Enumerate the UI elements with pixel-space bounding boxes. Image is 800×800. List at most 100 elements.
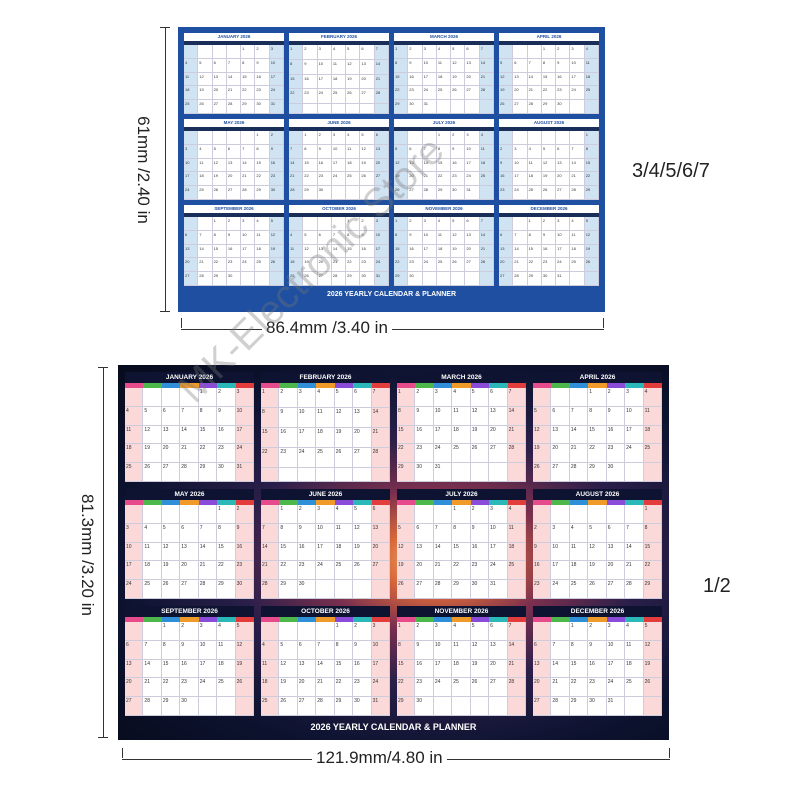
weekday-cell xyxy=(371,500,390,505)
day-cell xyxy=(479,100,494,114)
day-cell: 14 xyxy=(371,408,390,428)
day-cell xyxy=(317,104,332,114)
weekday-cell xyxy=(513,213,528,217)
day-cell: 20 xyxy=(161,444,181,464)
day-cell: 5 xyxy=(269,217,284,231)
day-cell xyxy=(316,622,335,641)
weekday-cell xyxy=(452,383,471,388)
day-cell: 2 xyxy=(451,131,466,145)
weekday-cell xyxy=(303,127,318,131)
day-cell xyxy=(212,45,227,59)
day-cell: 2 xyxy=(279,388,298,408)
day-cell: 29 xyxy=(643,580,662,599)
day-cell xyxy=(289,131,304,145)
day-cell xyxy=(513,45,528,59)
day-cell: 19 xyxy=(161,561,181,581)
weekday-cell xyxy=(360,127,375,131)
day-cell xyxy=(489,463,508,482)
day-cell: 17 xyxy=(297,428,317,448)
day-cell: 27 xyxy=(161,463,181,482)
day-grid: 1 2 3 4 5 6 7 8 9 10 11 12 13 14 15 16 17 18 19 20 21 22 23 24 2… xyxy=(394,217,494,286)
day-cell: 21 xyxy=(422,172,437,187)
day-cell: 10 xyxy=(433,406,453,426)
weekday-header xyxy=(184,127,284,131)
day-cell: 14 xyxy=(143,659,162,679)
day-cell xyxy=(346,104,361,114)
day-cell: 8 xyxy=(584,144,599,159)
weekday-cell xyxy=(397,383,416,388)
day-cell: 16 xyxy=(408,72,423,87)
day-cell: 11 xyxy=(346,144,361,159)
day-cell: 13 xyxy=(297,659,317,679)
day-cell xyxy=(143,388,162,407)
day-cell: 4 xyxy=(507,505,526,524)
day-cell: 31 xyxy=(269,100,284,114)
day-cell: 6 xyxy=(533,640,552,660)
month-title: FEBRUARY 2026 xyxy=(289,33,389,41)
weekday-cell xyxy=(422,213,437,217)
day-cell: 30 xyxy=(180,697,199,716)
day-cell: 26 xyxy=(161,580,181,599)
day-cell: 11 xyxy=(255,230,270,245)
day-cell: 3 xyxy=(606,622,626,641)
day-cell xyxy=(551,505,570,524)
day-cell: 24 xyxy=(465,172,480,187)
day-cell: 8 xyxy=(279,523,298,543)
weekday-cell xyxy=(198,617,218,622)
day-cell: 15 xyxy=(397,425,416,445)
day-grid: 1 2 3 4 5 6 7 8 9 10 11 12 13 14 15 16 17 18 19 20 21 22 23 24 2… xyxy=(397,505,526,599)
day-grid: 1 2 3 4 5 6 7 8 9 10 11 12 13 14 15 16 17 18 19 20 21 22 23 24 2… xyxy=(184,45,284,114)
weekday-cell xyxy=(422,127,437,131)
weekday-header xyxy=(125,617,254,622)
day-cell: 21 xyxy=(371,428,390,448)
day-cell: 13 xyxy=(415,542,434,562)
day-cell: 11 xyxy=(125,425,144,445)
day-cell: 10 xyxy=(489,523,508,543)
day-cell: 7 xyxy=(241,144,256,159)
day-cell: 22 xyxy=(569,678,589,698)
day-cell: 3 xyxy=(371,622,390,641)
day-cell: 29 xyxy=(255,186,270,200)
day-cell: 1 xyxy=(289,45,304,60)
day-cell: 29 xyxy=(588,463,607,482)
day-cell: 31 xyxy=(606,697,626,716)
weekday-cell xyxy=(465,213,480,217)
weekday-cell xyxy=(161,500,181,505)
day-cell: 16 xyxy=(297,542,317,562)
day-cell: 26 xyxy=(470,444,490,464)
day-cell: 19 xyxy=(353,542,372,562)
day-cell: 24 xyxy=(556,258,571,273)
day-cell: 26 xyxy=(499,100,514,114)
weekday-cell xyxy=(588,617,607,622)
day-cell: 9 xyxy=(415,406,434,426)
weekday-cell xyxy=(303,41,318,45)
day-cell: 30 xyxy=(226,272,242,286)
day-cell: 8 xyxy=(255,144,270,159)
blue-height-tick-bottom xyxy=(160,311,170,312)
day-cell: 25 xyxy=(527,186,542,200)
day-cell: 25 xyxy=(217,678,236,698)
day-cell: 24 xyxy=(184,186,199,200)
day-cell: 14 xyxy=(198,542,218,562)
weekday-cell xyxy=(316,383,335,388)
day-cell: 21 xyxy=(527,86,542,101)
day-cell xyxy=(184,131,199,145)
day-cell: 5 xyxy=(451,217,466,231)
weekday-cell xyxy=(643,383,662,388)
weekday-cell xyxy=(374,213,389,217)
day-cell xyxy=(241,131,256,145)
day-cell: 12 xyxy=(346,59,361,75)
day-cell xyxy=(360,186,375,200)
day-cell: 5 xyxy=(499,58,514,73)
day-cell: 25 xyxy=(452,678,471,698)
day-cell xyxy=(241,272,256,286)
space-height-label: 81.3mm /3.20 in xyxy=(78,494,97,616)
weekday-cell xyxy=(452,500,471,505)
day-cell xyxy=(180,388,199,407)
weekday-header xyxy=(261,500,390,505)
day-cell: 26 xyxy=(303,272,318,286)
month-title: AUGUST 2026 xyxy=(499,119,599,127)
day-cell: 12 xyxy=(584,230,599,245)
day-grid: 1 2 3 4 5 6 7 8 9 10 11 12 13 14 15 16 17 18 19 20 21 22 23 24 2… xyxy=(289,45,389,114)
weekday-cell xyxy=(235,383,254,388)
